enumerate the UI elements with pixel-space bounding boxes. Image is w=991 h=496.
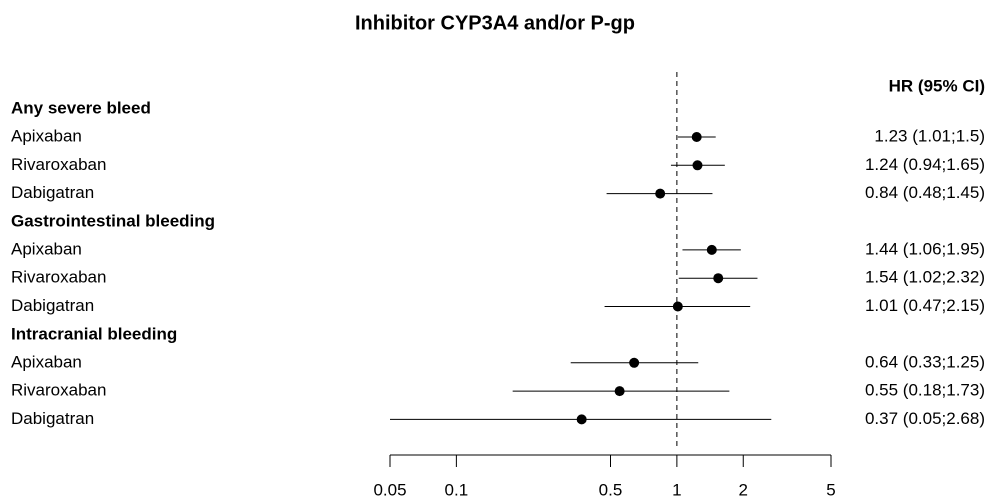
value-label: 0.64 (0.33;1.25)	[865, 352, 985, 371]
value-label: 1.23 (1.01;1.5)	[874, 126, 985, 145]
value-label: 1.44 (1.06;1.95)	[865, 239, 985, 258]
row-label: Rivaroxaban	[11, 381, 106, 400]
x-tick-label: 0.05	[373, 480, 406, 496]
row-label: Apixaban	[11, 239, 82, 258]
hr-point	[691, 132, 702, 142]
x-tick-label: 0.5	[599, 480, 623, 496]
hr-point	[692, 160, 703, 171]
hr-point	[629, 357, 640, 368]
hr-point	[706, 244, 717, 255]
value-label: 1.01 (0.47;2.15)	[865, 296, 985, 315]
value-label: 0.84 (0.48;1.45)	[865, 183, 985, 202]
hr-point	[614, 386, 625, 397]
row-label: Rivaroxaban	[11, 268, 106, 287]
row-label: Dabigatran	[11, 296, 94, 315]
chart-title: Inhibitor CYP3A4 and/or P-gp	[355, 12, 635, 34]
row-label: Apixaban	[11, 126, 82, 145]
group-label: Any severe bleed	[11, 98, 151, 117]
x-tick-label: 0.1	[445, 480, 469, 496]
value-label: 0.37 (0.05;2.68)	[865, 409, 985, 428]
row-label: Rivaroxaban	[11, 155, 106, 174]
row-label: Dabigatran	[11, 183, 94, 202]
value-label: 1.24 (0.94;1.65)	[865, 155, 985, 174]
x-tick-label: 5	[826, 480, 835, 496]
row-label: Apixaban	[11, 352, 82, 371]
hr-point	[713, 273, 724, 284]
group-label: Intracranial bleeding	[11, 324, 177, 343]
hr-point	[576, 414, 587, 425]
x-tick-label: 1	[672, 480, 681, 496]
row-label: Dabigatran	[11, 409, 94, 428]
value-label: 0.55 (0.18;1.73)	[865, 381, 985, 400]
hr-point	[655, 188, 666, 199]
value-label: 1.54 (1.02;2.32)	[865, 268, 985, 287]
hr-point	[672, 301, 683, 312]
group-label: Gastrointestinal bleeding	[11, 211, 215, 230]
column-header: HR (95% CI)	[889, 76, 985, 95]
x-tick-label: 2	[739, 480, 748, 496]
